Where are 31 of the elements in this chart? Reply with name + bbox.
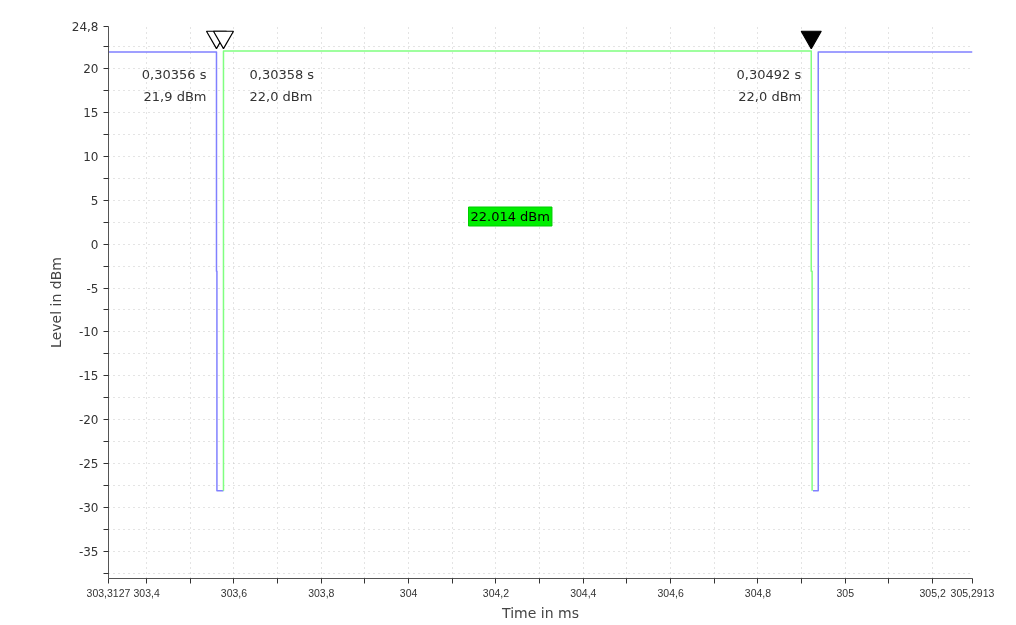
x-tick-label: 303,8 xyxy=(308,586,335,599)
x-tick-label: 304,8 xyxy=(744,586,772,599)
x-tick-label: 305 xyxy=(836,586,855,599)
y-tick-label: -35 xyxy=(78,544,99,559)
y-tick-label: 15 xyxy=(83,106,99,120)
y-tick-label: -25 xyxy=(78,457,99,472)
y-tick-label: -30 xyxy=(78,500,99,515)
annotation: 0,30358 s 22,0 dBm xyxy=(249,66,315,104)
x-tick-label: 303,4 xyxy=(133,586,160,599)
y-tick-label: -15 xyxy=(78,369,99,384)
x-tick-label: 305,2913 xyxy=(950,586,995,599)
x-tick-label: 304,2 xyxy=(482,586,510,599)
x-tick-label: 304,6 xyxy=(657,586,684,599)
y-tick-label: 20 xyxy=(83,62,99,77)
y-tick-label: 10 xyxy=(83,149,99,164)
x-tick-label: 305,2 xyxy=(919,586,946,599)
x-tick-label: 303,6 xyxy=(220,586,248,599)
x-tick-label: 303,3127 xyxy=(86,586,131,599)
x-tick-label: 304,4 xyxy=(570,586,597,599)
y-tick-label: -20 xyxy=(78,413,99,428)
y-tick-label: -5 xyxy=(86,281,99,296)
annotation: 0,30356 s 21,9 dBm xyxy=(141,66,207,104)
y-tick-label: -10 xyxy=(78,325,99,340)
y-axis-title: Level in dBm xyxy=(47,257,64,348)
x-tick-label: 304 xyxy=(399,586,418,599)
annotation: 22.014 dBm xyxy=(470,209,550,224)
annotation: 0,30492 s 22,0 dBm xyxy=(736,66,802,104)
y-tick-label: 5 xyxy=(90,193,99,208)
y-tick-label: 24,8 xyxy=(71,20,99,34)
y-tick-label: 0 xyxy=(90,237,99,252)
x-axis-title: Time in ms xyxy=(501,604,579,621)
